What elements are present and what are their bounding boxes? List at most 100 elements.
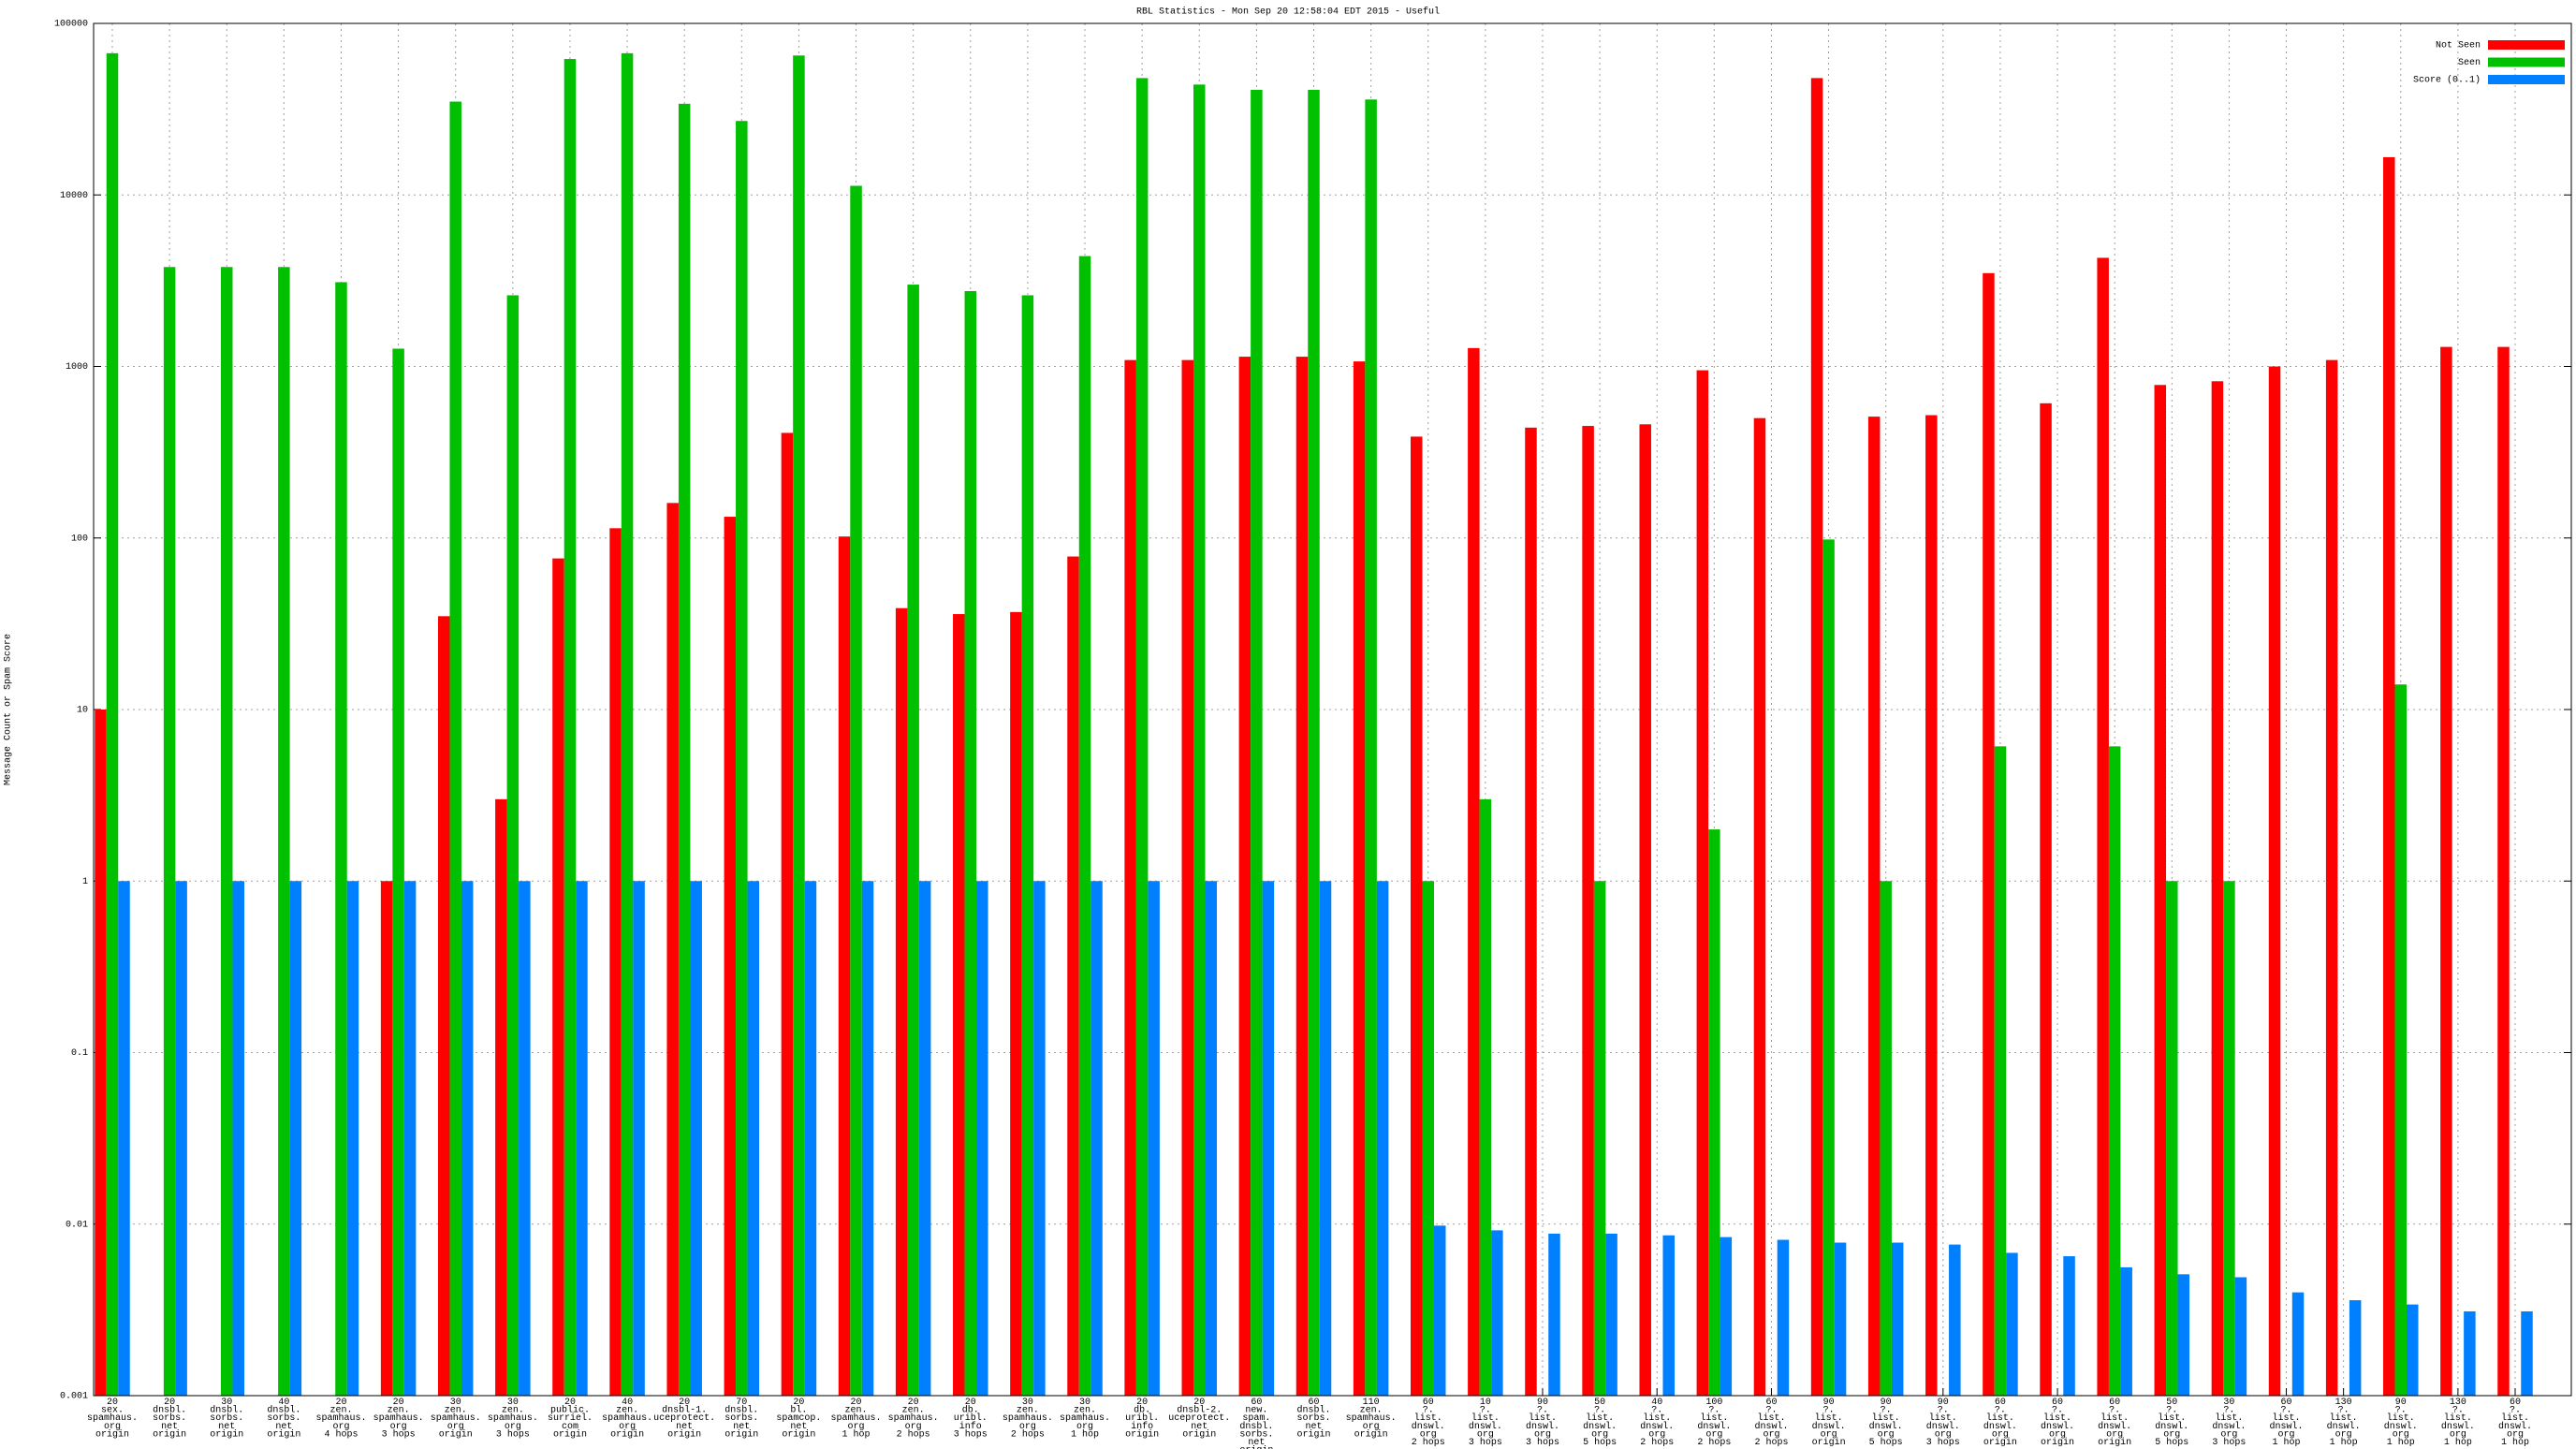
x-tick-label-line: org: [2335, 1429, 2352, 1440]
x-tick-label-line: db.: [1134, 1405, 1150, 1416]
x-tick-label-line: origin: [1296, 1428, 1330, 1440]
x-tick-label-line: net: [1191, 1422, 1208, 1432]
bar: [519, 881, 531, 1396]
x-tick-label-line: ?.: [2281, 1406, 2292, 1416]
y-tick-label: 1: [82, 877, 88, 887]
x-tick-label-line: spamhaus.: [1060, 1412, 1110, 1424]
bar: [1021, 295, 1034, 1396]
x-tick-label: 100?. list. dnswl. org 2 hops: [1697, 1398, 1731, 1448]
x-tick-label-line: public.: [550, 1405, 590, 1416]
x-tick-label-line: org: [1648, 1429, 1665, 1440]
x-tick-label-line: org: [332, 1422, 349, 1432]
x-tick-label-line: 30: [221, 1398, 232, 1408]
x-tick-label-line: com: [562, 1422, 578, 1432]
x-tick-label-line: 60: [1308, 1398, 1319, 1408]
bar: [953, 614, 965, 1396]
bar: [747, 881, 760, 1396]
bar: [2521, 1310, 2533, 1396]
x-tick-label-line: 1 hop: [2273, 1437, 2301, 1448]
x-tick-label-line: dnswl.: [1869, 1421, 1903, 1432]
x-tick-label-line: origin: [210, 1428, 243, 1440]
bar: [724, 517, 737, 1396]
x-tick-label-line: dnsbl-2.: [1177, 1405, 1222, 1416]
x-tick-label-line: dnswl.: [2098, 1421, 2131, 1432]
x-tick-label-line: 5 hops: [1869, 1437, 1903, 1448]
x-tick-label-line: uribl.: [954, 1412, 988, 1424]
x-tick-label-line: ?.: [1938, 1406, 1949, 1416]
x-tick-label-line: zen.: [845, 1406, 868, 1416]
x-tick-label-line: spamhaus.: [1003, 1412, 1053, 1424]
x-tick-label-line: sex.: [101, 1406, 124, 1416]
bar: [1090, 881, 1103, 1396]
chart-title: RBL Statistics - Mon Sep 20 12:58:04 EDT…: [1136, 7, 1440, 18]
x-tick-label-line: origin: [724, 1428, 758, 1440]
x-tick-label-line: dnswl.: [2041, 1421, 2074, 1432]
x-tick-label-line: origin: [95, 1428, 129, 1440]
bar: [2177, 1274, 2190, 1396]
x-tick-label-line: 60: [1995, 1398, 2006, 1408]
x-tick-label: 20 public. surriel. com origin: [548, 1398, 593, 1440]
x-tick-label-line: origin: [610, 1428, 644, 1440]
x-tick-label-line: list.: [1414, 1412, 1442, 1424]
bar: [781, 432, 794, 1396]
legend-label: Not Seen: [2436, 41, 2481, 51]
x-tick-label-line: dnsbl.: [1296, 1405, 1330, 1416]
bar: [403, 881, 417, 1396]
bar: [838, 536, 851, 1396]
bar: [1148, 881, 1160, 1396]
x-tick-label-line: origin: [2098, 1437, 2131, 1448]
bar: [175, 881, 187, 1396]
x-tick-label-line: dnsbl.: [267, 1405, 300, 1416]
x-tick-label-line: 20: [1136, 1398, 1148, 1408]
x-tick-label-line: origin: [1354, 1428, 1388, 1440]
x-tick-label-line: 60: [2109, 1398, 2120, 1408]
x-tick-label-line: 5 hops: [2155, 1437, 2188, 1448]
x-tick-label-line: 90: [1938, 1398, 1949, 1408]
bar: [380, 881, 393, 1396]
x-tick-label-line: org: [2163, 1429, 2180, 1440]
x-tick-label-line: 20: [793, 1398, 804, 1408]
bar: [2440, 346, 2452, 1396]
y-axis-label: Message Count or Spam Score: [4, 634, 14, 785]
x-tick-label-line: 60: [2281, 1398, 2292, 1408]
x-tick-label: 130?. list. dnswl. org 1 hop: [2441, 1398, 2475, 1448]
x-tick-label-line: origin: [1983, 1437, 2017, 1448]
x-tick-label-line: list.: [2501, 1412, 2529, 1424]
x-tick-label: 130?. list. dnswl. org 1 hop: [2327, 1398, 2361, 1448]
x-tick-label-line: 90: [1881, 1398, 1892, 1408]
x-tick-label-line: org: [1019, 1422, 1036, 1432]
x-tick-label-line: list.: [1471, 1412, 1500, 1424]
x-tick-label-line: origin: [1182, 1428, 1216, 1440]
x-tick-label-line: 2 hops: [1697, 1437, 1731, 1448]
x-tick-label-line: spamhaus.: [315, 1412, 366, 1424]
bar: [1376, 881, 1389, 1396]
bar: [392, 348, 404, 1396]
x-tick-label-line: ?.: [1708, 1406, 1720, 1416]
x-tick-label: 90?. list. dnswl. org 1 hop: [2384, 1398, 2418, 1448]
x-tick-label-line: dnsbl.: [1239, 1421, 1273, 1432]
x-tick-label-line: uceprotect.: [653, 1413, 715, 1424]
x-tick-label-line: origin: [267, 1428, 300, 1440]
x-tick-label-line: zen.: [388, 1406, 410, 1416]
x-tick-label-line: list.: [2444, 1412, 2472, 1424]
x-tick-label: 20 zen. spamhaus. org 3 hops: [373, 1398, 424, 1440]
x-tick-label-line: 4 hops: [324, 1428, 358, 1440]
x-tick-label-line: 30: [1022, 1398, 1033, 1408]
x-tick-label-line: net: [790, 1422, 807, 1432]
bar: [1834, 1242, 1847, 1396]
x-tick-label-line: spamhaus.: [831, 1412, 882, 1424]
bar: [1422, 881, 1434, 1396]
x-tick-label: 10?. list. dnswl. org 3 hops: [1469, 1398, 1502, 1448]
bar: [1410, 436, 1423, 1397]
bar: [1525, 427, 1537, 1397]
plot-frame: [93, 22, 2572, 1397]
x-tick-label-line: info: [959, 1421, 982, 1432]
x-tick-label-line: 20: [393, 1398, 404, 1408]
bar: [1810, 78, 1823, 1396]
x-tick-label-line: origin: [667, 1428, 701, 1440]
bar: [907, 285, 919, 1397]
x-tick-label: 40 zen. spamhaus. org origin: [602, 1398, 652, 1440]
x-tick-label-line: 1 hop: [2330, 1437, 2358, 1448]
legend-label: Score (0..1): [2413, 75, 2481, 86]
